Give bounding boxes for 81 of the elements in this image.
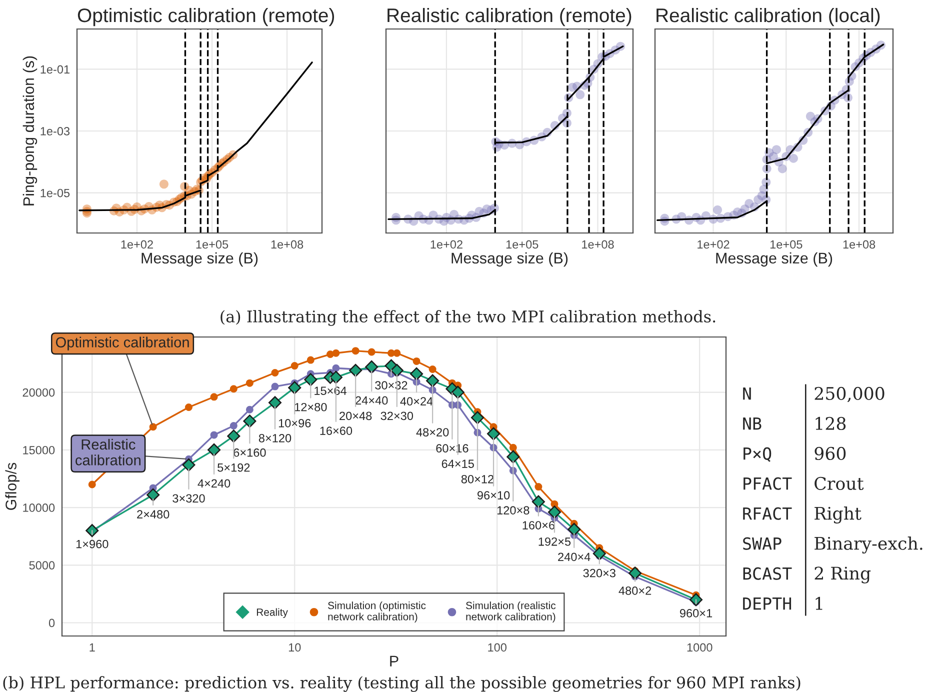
x-axis-title: Message size (B) bbox=[142, 252, 258, 267]
x-tick-label: 1e+05 bbox=[506, 240, 538, 249]
legend-label: Simulation (realistic network calibration) bbox=[466, 602, 556, 622]
annotation: 96×10 bbox=[478, 491, 510, 500]
text: 2 Ring bbox=[814, 566, 871, 584]
x-tick-label: 1 bbox=[90, 643, 95, 652]
annotation: 30×32 bbox=[375, 381, 408, 390]
chart-title: Optimistic calibration (remote) bbox=[78, 8, 334, 26]
text: BCAST bbox=[743, 567, 792, 580]
annotation: 480×2 bbox=[618, 586, 652, 595]
legend-label: Simulation (optimistic network calibration) bbox=[328, 602, 426, 622]
annotation: 48×20 bbox=[416, 428, 449, 436]
y-tick-label: 1e-05 bbox=[40, 188, 70, 198]
y-axis-title: Gflop/s bbox=[5, 462, 20, 510]
annotation: 240×4 bbox=[558, 552, 590, 562]
x-tick-label: 1e+08 bbox=[843, 240, 876, 249]
annotation: 12×80 bbox=[294, 402, 327, 412]
annotation: 160×6 bbox=[522, 521, 555, 530]
x-tick-label: 1e+05 bbox=[770, 240, 802, 249]
text: Crout bbox=[814, 476, 864, 490]
x-tick-label: 10 bbox=[288, 643, 301, 652]
y-tick-label: 15000 bbox=[23, 446, 55, 454]
annotation: 6×160 bbox=[234, 448, 266, 457]
annotation: 3×320 bbox=[172, 494, 205, 503]
chart-title: Realistic calibration (local) bbox=[656, 8, 880, 26]
x-tick-label: 1e+08 bbox=[582, 240, 614, 249]
text: PFACT bbox=[744, 477, 792, 490]
annotation: Optimistic calibration bbox=[56, 336, 189, 350]
annotation: 10×96 bbox=[278, 419, 311, 428]
x-tick-label: 1e+05 bbox=[196, 240, 228, 249]
x-tick-label: 1e+02 bbox=[121, 240, 153, 249]
text: 1 bbox=[816, 596, 822, 610]
annotation: 320×3 bbox=[583, 568, 616, 578]
annotation: 60×16 bbox=[436, 444, 468, 453]
x-tick-label: 1000 bbox=[687, 643, 712, 652]
x-axis-title: P bbox=[390, 656, 398, 666]
text: SWAP bbox=[743, 537, 782, 550]
annotation: 1×960 bbox=[76, 540, 108, 548]
annotation: 15×64 bbox=[314, 386, 347, 395]
x-tick-label: 1e+02 bbox=[698, 240, 730, 249]
text: (a) Illustrating the effect of the two MPI calibration methods. bbox=[220, 310, 716, 326]
annotation: 40×24 bbox=[400, 397, 433, 406]
x-axis-title: Message size (B) bbox=[452, 252, 568, 267]
legend-label: Reality bbox=[256, 608, 288, 618]
annotation: 24×40 bbox=[356, 396, 388, 405]
annotation: 20×48 bbox=[340, 412, 372, 420]
annotation: Realistic calibration bbox=[76, 438, 140, 466]
text: Binary-exch. bbox=[814, 536, 922, 554]
text: 250,000 bbox=[814, 386, 884, 402]
text: P×Q bbox=[744, 447, 772, 462]
y-tick-label: 1e-03 bbox=[40, 127, 70, 136]
y-tick-label: 1e-01 bbox=[40, 65, 70, 74]
y-tick-label: 20000 bbox=[22, 388, 55, 397]
y-tick-label: 5000 bbox=[29, 561, 55, 570]
y-tick-label: 10000 bbox=[23, 504, 55, 512]
annotation: 192×5 bbox=[538, 537, 571, 546]
text: 960 bbox=[814, 446, 846, 460]
annotation: 80×12 bbox=[461, 474, 494, 484]
annotation: 8×120 bbox=[258, 434, 292, 442]
x-axis-title: Message size (B) bbox=[716, 252, 832, 267]
text: N bbox=[743, 387, 751, 400]
y-axis-title: Ping-pong duration (s) bbox=[22, 56, 38, 206]
text: NB bbox=[743, 417, 762, 430]
y-tick-label: 0 bbox=[48, 618, 55, 628]
annotation: 2×480 bbox=[137, 510, 170, 519]
chart-title: Realistic calibration (remote) bbox=[388, 8, 632, 26]
annotation: 5×192 bbox=[218, 463, 250, 472]
text: DEPTH bbox=[743, 597, 792, 610]
x-tick-label: 100 bbox=[488, 643, 506, 652]
annotation: 4×240 bbox=[198, 479, 230, 488]
annotation: 960×1 bbox=[680, 609, 712, 618]
x-tick-label: 1e+08 bbox=[271, 240, 304, 249]
text: 128 bbox=[816, 416, 846, 430]
text: Right bbox=[814, 506, 862, 524]
annotation: 16×60 bbox=[320, 426, 352, 435]
x-tick-label: 1e+02 bbox=[430, 240, 462, 249]
annotation: 120×8 bbox=[497, 506, 530, 514]
text: (b) HPL performance: prediction vs. reality (testing all the possible geometries for 960 MPI ranks) bbox=[3, 676, 800, 692]
annotation: 32×30 bbox=[380, 412, 414, 420]
annotation: 64×15 bbox=[442, 460, 474, 468]
text: RFACT bbox=[743, 507, 792, 520]
